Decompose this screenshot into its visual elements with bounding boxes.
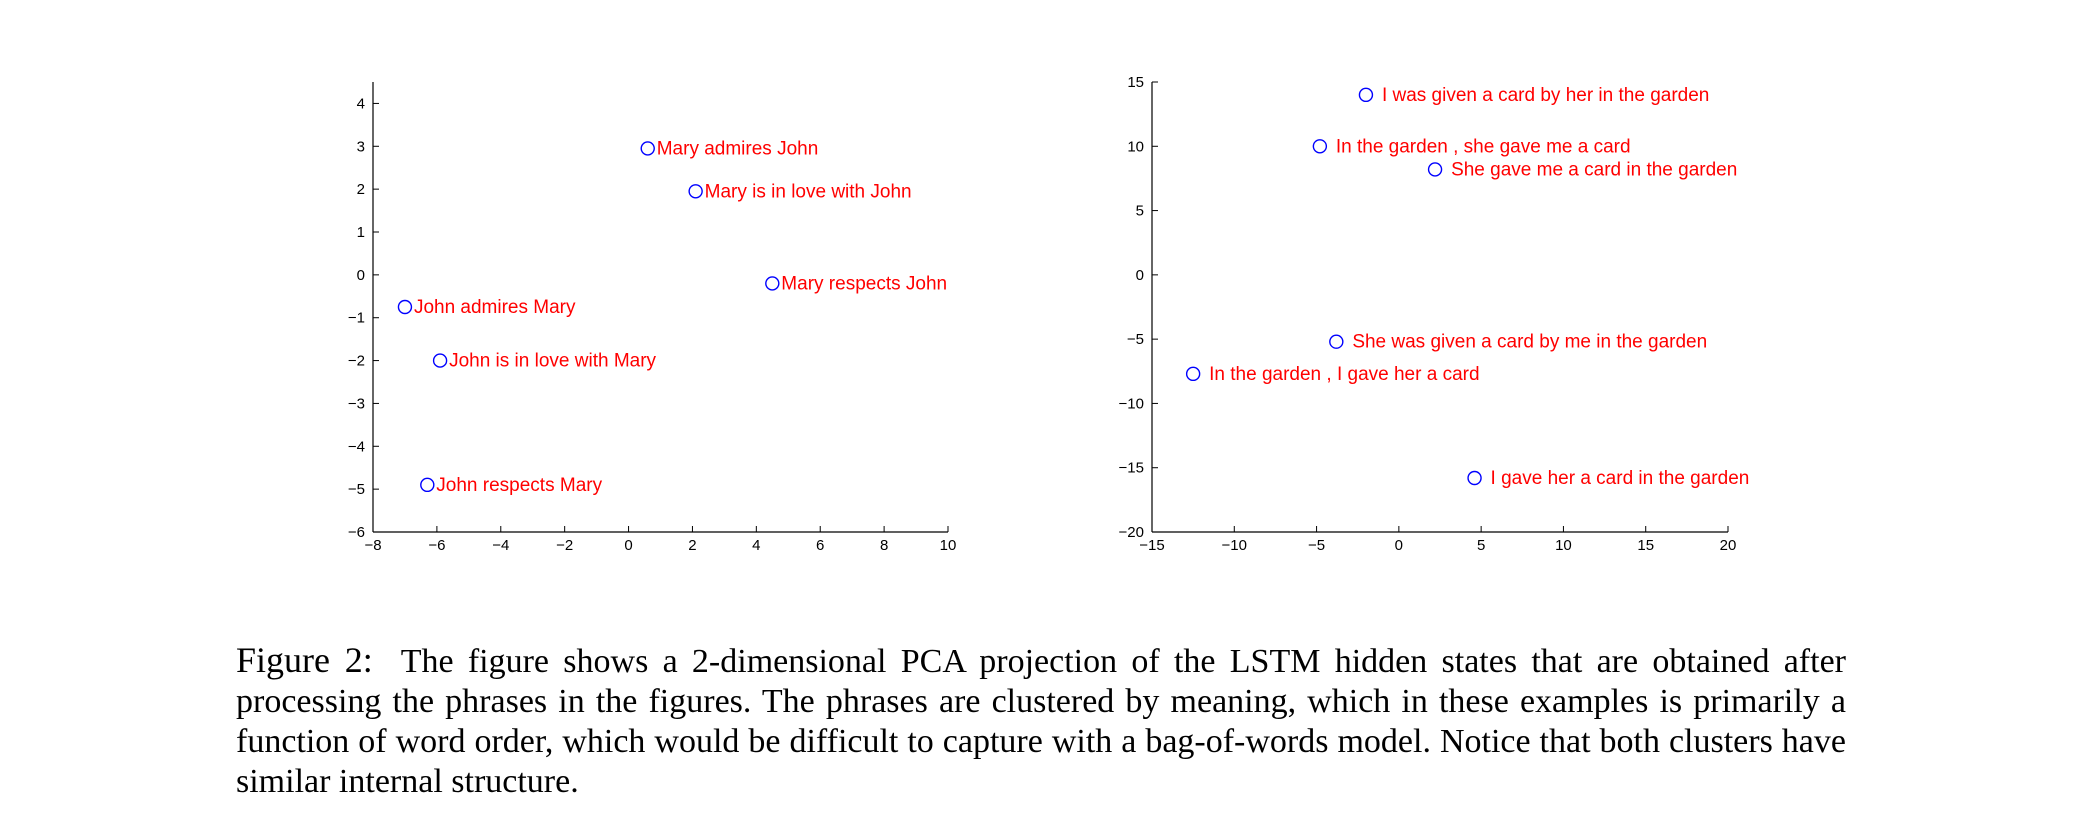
point-label: Mary admires John — [657, 138, 819, 159]
data-point — [640, 141, 655, 156]
point-label: She was given a card by me in the garden — [1352, 332, 1707, 353]
y-tick-label: −4 — [348, 438, 365, 455]
y-tick-label: 5 — [1136, 203, 1144, 220]
y-tick-label: 2 — [357, 181, 365, 198]
point-label: In the garden , she gave me a card — [1336, 136, 1631, 157]
y-tick-label: −20 — [1119, 524, 1144, 541]
data-point — [1467, 470, 1482, 486]
y-tick-label: −6 — [348, 524, 365, 541]
y-tick-label: 3 — [357, 138, 365, 155]
y-tick-label: 0 — [1136, 267, 1144, 284]
x-tick-label: 4 — [752, 537, 760, 554]
y-tick-label: −3 — [348, 395, 365, 412]
x-tick-label: −10 — [1222, 537, 1247, 554]
point-label: I gave her a card in the garden — [1491, 468, 1750, 489]
x-tick-label: 0 — [1395, 537, 1403, 554]
point-label: Mary respects John — [781, 273, 947, 294]
point-label: John respects Mary — [436, 475, 602, 496]
y-tick-label: 10 — [1127, 138, 1144, 155]
x-tick-label: −2 — [556, 537, 573, 554]
point-label: In the garden , I gave her a card — [1209, 364, 1479, 385]
data-point — [432, 353, 448, 368]
y-tick-label: −15 — [1119, 460, 1144, 477]
y-tick-label: 4 — [357, 95, 365, 112]
x-tick-label: −6 — [428, 537, 445, 554]
y-tick-label: 0 — [357, 267, 365, 284]
caption-label: Figure 2: — [236, 640, 373, 680]
caption-text: The figure shows a 2-dimensional PCA pro… — [236, 643, 1846, 800]
x-tick-label: 15 — [1637, 537, 1654, 554]
y-tick-label: −5 — [348, 481, 365, 498]
x-tick-label: −8 — [364, 537, 381, 554]
data-point — [1329, 334, 1344, 349]
x-tick-label: 2 — [688, 537, 696, 554]
x-tick-label: 8 — [880, 537, 888, 554]
figure-caption: Figure 2: The figure shows a 2-dimension… — [236, 640, 1846, 802]
y-tick-label: −2 — [348, 353, 365, 370]
x-tick-label: −4 — [492, 537, 509, 554]
data-point — [765, 276, 780, 291]
point-label: She gave me a card in the garden — [1451, 159, 1737, 180]
x-tick-label: −15 — [1139, 537, 1164, 554]
x-tick-label: 10 — [940, 537, 957, 554]
point-label: John admires Mary — [414, 297, 576, 318]
y-tick-label: −1 — [348, 310, 365, 327]
x-tick-label: 5 — [1477, 537, 1485, 554]
data-point — [397, 299, 413, 315]
point-label: John is in love with Mary — [449, 351, 656, 372]
y-tick-label: −10 — [1119, 395, 1144, 412]
x-tick-label: 0 — [624, 537, 632, 554]
data-point — [1312, 139, 1328, 154]
data-point — [420, 477, 435, 493]
data-point — [1427, 162, 1443, 177]
x-tick-label: 10 — [1555, 537, 1572, 554]
point-label: Mary is in love with John — [705, 181, 912, 202]
data-point — [688, 184, 703, 199]
x-tick-label: −5 — [1308, 537, 1325, 554]
point-label: I was given a card by her in the garden — [1382, 85, 1709, 106]
data-point — [1358, 87, 1374, 103]
y-tick-label: 15 — [1127, 74, 1144, 91]
data-point — [1185, 366, 1201, 382]
y-tick-label: 1 — [357, 224, 365, 241]
x-tick-label: 20 — [1720, 537, 1737, 554]
y-tick-label: −5 — [1127, 331, 1144, 348]
x-tick-label: 6 — [816, 537, 824, 554]
